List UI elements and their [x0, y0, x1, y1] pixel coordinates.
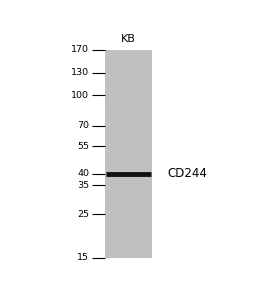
Text: CD244: CD244	[167, 167, 207, 180]
Text: 25: 25	[77, 209, 89, 218]
Text: 35: 35	[77, 181, 89, 190]
Text: 40: 40	[77, 169, 89, 178]
Text: 70: 70	[77, 121, 89, 130]
Text: 100: 100	[71, 91, 89, 100]
Text: 170: 170	[71, 45, 89, 54]
Bar	[105, 50, 152, 258]
Text: KB: KB	[121, 34, 136, 44]
Text: 55: 55	[77, 142, 89, 151]
Text: 130: 130	[71, 68, 89, 77]
Text: 15: 15	[77, 253, 89, 262]
